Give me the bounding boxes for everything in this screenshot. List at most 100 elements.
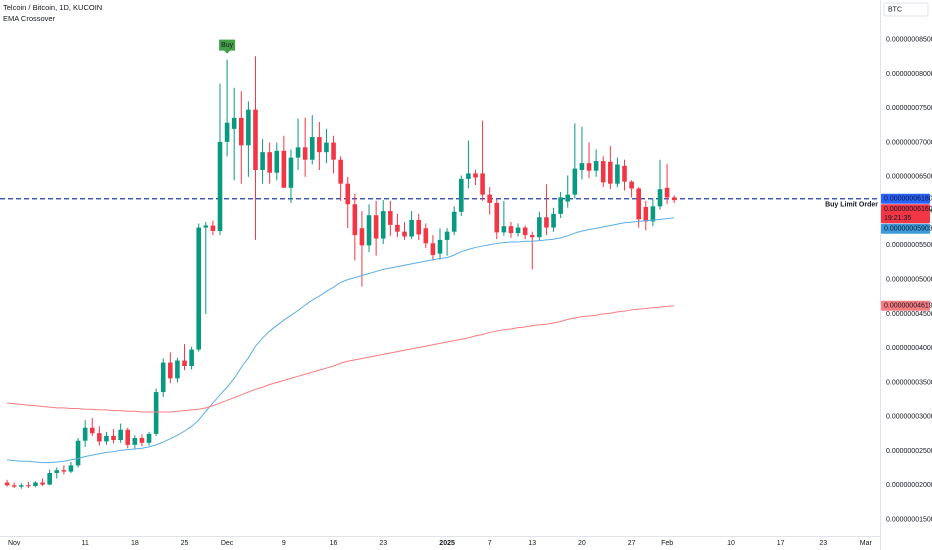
candle-body <box>281 150 287 188</box>
x-tick-label: Dec <box>221 540 234 547</box>
candle-body <box>409 220 414 237</box>
candle-body <box>551 213 556 228</box>
y-tick-label: 0.00000005500 <box>886 242 932 249</box>
y-tick-label: 0.00000003500 <box>886 379 932 386</box>
x-tick-label: Feb <box>661 540 673 547</box>
y-tick-label: 0.00000004500 <box>886 311 932 318</box>
candle-body <box>544 217 549 228</box>
candle-body <box>68 465 74 472</box>
candle-body <box>508 226 514 234</box>
candle-body <box>572 168 578 195</box>
x-tick-label: 16 <box>330 540 338 547</box>
candle-body <box>416 220 422 235</box>
candle-body <box>11 485 17 487</box>
candle-body <box>458 178 464 212</box>
candle-body <box>40 482 45 485</box>
candle-body <box>622 165 627 182</box>
candle-body <box>366 215 372 246</box>
candle-body <box>352 204 358 236</box>
x-tick-label: 13 <box>528 540 536 547</box>
y-tick-label: 0.00000005000 <box>886 276 932 283</box>
candle-body <box>274 150 280 173</box>
candle-body <box>324 142 329 153</box>
candle-body <box>75 440 81 466</box>
candle-body <box>593 161 599 171</box>
candle-body <box>345 183 351 205</box>
x-tick-label: 2025 <box>439 540 455 547</box>
candle-body <box>487 194 492 203</box>
candle-body <box>529 235 535 238</box>
price-label: 0.00000006180 <box>884 196 932 203</box>
x-tick-label: 17 <box>777 540 785 547</box>
candle-body <box>522 227 528 236</box>
candle-body <box>558 197 563 214</box>
candle-body <box>373 215 379 239</box>
y-tick-label: 0.00000004000 <box>886 345 932 352</box>
candle-body <box>61 470 67 472</box>
price-label-box <box>881 223 930 234</box>
candle-body <box>203 225 209 228</box>
candle-body <box>118 429 123 441</box>
currency[interactable]: BTC <box>888 6 902 13</box>
candle-body <box>331 142 336 160</box>
candle-body <box>153 392 159 434</box>
candle-body <box>246 109 251 146</box>
candle-body <box>253 109 258 170</box>
x-tick-label: 9 <box>282 540 286 547</box>
y-tick-label: 0.00000001500 <box>886 516 932 523</box>
candle-body <box>267 152 272 173</box>
y-tick-label: 0.00000008500 <box>886 37 932 44</box>
candle-body <box>657 189 663 207</box>
candle-body <box>565 194 571 202</box>
x-tick-label: 10 <box>727 540 735 547</box>
candle-body <box>97 433 102 442</box>
candle-body <box>608 161 613 184</box>
candle-body <box>295 147 301 158</box>
candle-body <box>423 228 429 244</box>
y-tick-label: 0.00000007500 <box>886 105 932 112</box>
y-tick-label: 0.00000007000 <box>886 139 932 146</box>
candle-body <box>175 360 180 379</box>
candle-body <box>494 202 500 233</box>
buy-label: Buy <box>221 42 234 49</box>
candle-body <box>579 163 585 170</box>
candle-body <box>168 362 173 379</box>
currency-box[interactable] <box>883 2 929 17</box>
x-tick-label: 20 <box>578 540 586 547</box>
candle-body <box>309 137 315 160</box>
indicator-name: EMA Crossover <box>3 14 56 23</box>
candle-body <box>643 206 649 222</box>
candle-body <box>231 117 237 129</box>
candle-body <box>650 206 656 222</box>
y-tick-label: 0.00000002500 <box>886 448 932 455</box>
price-label: 0.00000005903 <box>884 226 932 233</box>
candle-body <box>54 470 60 473</box>
candle-body <box>104 435 109 442</box>
x-tick-label: 25 <box>181 540 189 547</box>
price-label-box <box>881 193 930 204</box>
candle-body <box>132 437 138 445</box>
countdown: 19:21:35 <box>884 215 911 222</box>
candle-body <box>444 231 450 240</box>
candle-body <box>224 122 230 142</box>
order-label: Buy Limit Order <box>825 202 878 209</box>
x-tick-label: 27 <box>628 540 636 547</box>
candle-body <box>586 163 592 171</box>
candle-body <box>395 224 400 232</box>
candle-body <box>515 227 521 234</box>
buy-marker <box>219 39 236 54</box>
candle-body <box>196 227 202 350</box>
candle-body <box>636 188 642 220</box>
candle-body <box>217 141 223 231</box>
candle-body <box>388 211 393 225</box>
price-label-box <box>881 204 930 224</box>
candle-body <box>451 211 457 232</box>
y-tick-label: 0.00000002000 <box>886 482 932 489</box>
candle-body <box>160 362 166 393</box>
price-label-box <box>881 300 930 311</box>
x-tick-label: 7 <box>488 540 492 547</box>
candle-body <box>302 147 308 160</box>
